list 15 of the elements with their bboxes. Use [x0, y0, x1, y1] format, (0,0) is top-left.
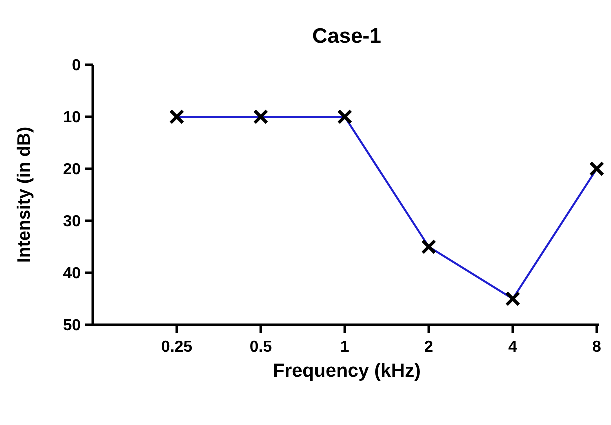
- y-tick-label: 40: [63, 266, 82, 283]
- x-tick-label: 2: [424, 339, 434, 356]
- x-tick-label: 4: [508, 339, 518, 356]
- x-axis-title: Frequency (kHz): [273, 361, 421, 382]
- y-tick-label: 30: [63, 214, 82, 231]
- x-tick-label: 0.5: [250, 339, 272, 356]
- y-tick-label: 50: [63, 318, 82, 335]
- x-tick-label: 1: [340, 339, 350, 356]
- chart-title: Case-1: [312, 25, 382, 48]
- x-tick-label: 8: [592, 339, 602, 356]
- x-tick-label: 0.25: [161, 339, 193, 356]
- y-tick-label: 20: [63, 162, 82, 179]
- y-axis-title: Intensity (in dB): [14, 127, 34, 263]
- y-tick-label: 0: [72, 58, 82, 75]
- y-tick-label: 10: [63, 110, 82, 127]
